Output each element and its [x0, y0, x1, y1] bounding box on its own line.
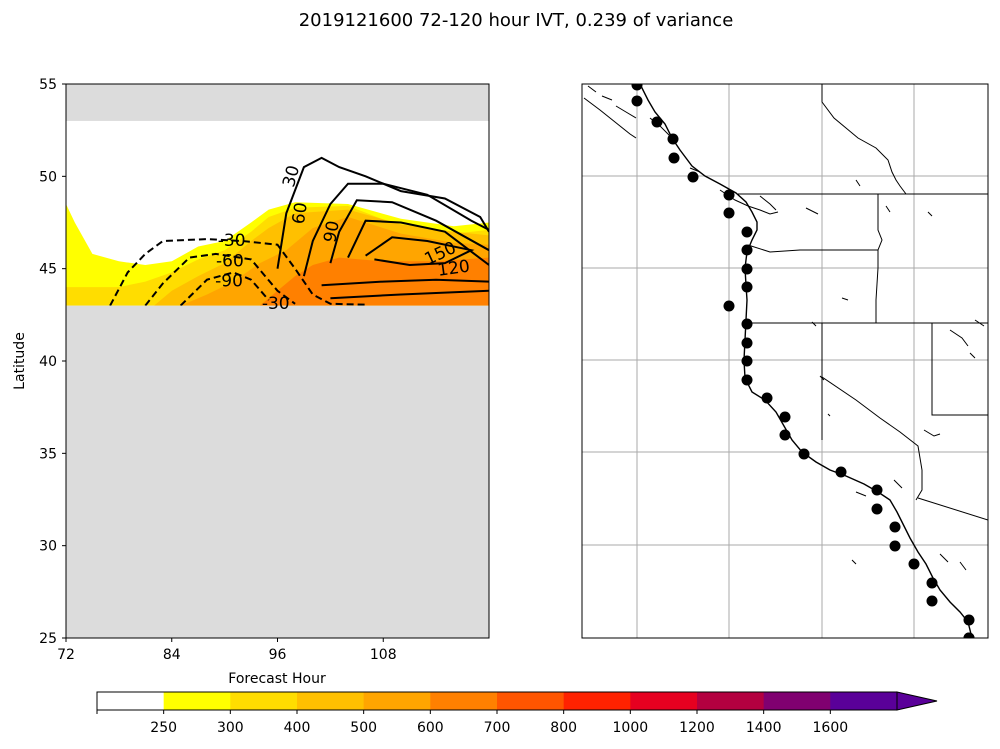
coastline [639, 84, 973, 638]
x-tick-label: 84 [163, 647, 181, 663]
track-point [871, 484, 883, 496]
y-tick-label: 50 [39, 169, 57, 185]
colorbar-segment [430, 692, 498, 710]
storm-track [631, 84, 975, 638]
track-point [741, 244, 753, 256]
track-point [741, 226, 753, 238]
track-point [741, 281, 753, 293]
track-point [926, 595, 938, 607]
colorbar-segment [497, 692, 565, 710]
track-point [741, 337, 753, 349]
track-point [908, 558, 920, 570]
colorbar: 250 300 400 500 600 700 800 1000 1200 1400 1600 [96, 691, 938, 736]
chart-title: 2019121600 72-120 hour IVT, 0.239 of var… [299, 10, 734, 31]
track-point [741, 355, 753, 367]
track-point [741, 318, 753, 330]
contour-label: -60 [216, 251, 244, 271]
colorbar-tick-label: 1600 [813, 720, 849, 736]
track-point [631, 95, 643, 107]
track-point [723, 300, 735, 312]
y-tick-label: 40 [39, 354, 57, 370]
y-tick-label: 25 [39, 631, 57, 647]
colorbar-segment [697, 692, 765, 710]
contour-label: 60 [289, 201, 312, 225]
x-tick-label: 108 [370, 647, 397, 663]
contour-line--30 [109, 238, 366, 306]
track-point [668, 152, 680, 164]
contour-line-0-bottom [330, 289, 489, 300]
colorbar-extend-arrow [896, 691, 938, 711]
track-point [779, 429, 791, 441]
track-point [723, 207, 735, 219]
contour-line-60 [302, 182, 489, 277]
colorbar-tick-label: 600 [417, 720, 444, 736]
map-frame [581, 83, 989, 639]
contour-label: -90 [215, 272, 243, 292]
colorbar-segment [230, 692, 298, 710]
track-point [741, 374, 753, 386]
y-tick-label: 30 [39, 539, 57, 555]
track-point [667, 133, 679, 145]
contour-line-90 [329, 199, 489, 264]
track-point [631, 84, 643, 91]
x-tick-label: 72 [57, 647, 75, 663]
contour-line-30 [276, 156, 489, 269]
contour-line-120 [347, 219, 489, 266]
y-axis-label: Latitude [12, 332, 28, 390]
colorbar-tick-label: 250 [150, 720, 177, 736]
colorbar-tick-label: 500 [350, 720, 377, 736]
map-gridlines [582, 84, 988, 638]
track-point [723, 189, 735, 201]
track-point [651, 116, 663, 128]
colorbar-segment [830, 692, 898, 710]
track-point [687, 171, 699, 183]
colorbar-segment [630, 692, 698, 710]
track-point [779, 411, 791, 423]
track-point [963, 632, 975, 638]
colorbar-tick-label: 700 [484, 720, 511, 736]
colorbar-segment [163, 692, 231, 710]
x-axis-label: Forecast Hour [228, 671, 326, 687]
track-point [798, 448, 810, 460]
colorbar-segment [563, 692, 631, 710]
contour-line--90 [179, 271, 270, 306]
island-outlines [583, 85, 985, 571]
contour-line-0-low [321, 278, 489, 287]
y-tick-label: 35 [39, 446, 57, 462]
track-point [926, 577, 938, 589]
contour-line--60 [144, 252, 296, 306]
track-point [761, 392, 773, 404]
contour-line-150 [365, 236, 475, 267]
track-point [889, 540, 901, 552]
track-point [963, 614, 975, 626]
colorbar-segment [363, 692, 431, 710]
colorbar-segment [297, 692, 365, 710]
contour-label: 90 [320, 219, 343, 244]
y-tick-label: 55 [39, 77, 57, 93]
colorbar-tick-label: 800 [550, 720, 577, 736]
colorbar-tick-label: 300 [217, 720, 244, 736]
colorbar-tick-label: 1400 [746, 720, 782, 736]
track-point [889, 521, 901, 533]
contour-label: -30 [218, 231, 246, 251]
colorbar-tick-label: 400 [284, 720, 311, 736]
state-borders [738, 84, 988, 521]
track-point [871, 503, 883, 515]
x-tick-label: 96 [269, 647, 287, 663]
colorbar-tick-label: 1000 [613, 720, 649, 736]
contour-label: -30 [262, 294, 290, 314]
y-tick-label: 45 [39, 262, 57, 278]
contour-label: 120 [436, 257, 471, 281]
colorbar-tick-label: 1200 [679, 720, 715, 736]
track-point [741, 263, 753, 275]
track-point [835, 466, 847, 478]
colorbar-segment [763, 692, 831, 710]
colorbar-segment [97, 692, 165, 710]
map-panel [581, 83, 989, 639]
